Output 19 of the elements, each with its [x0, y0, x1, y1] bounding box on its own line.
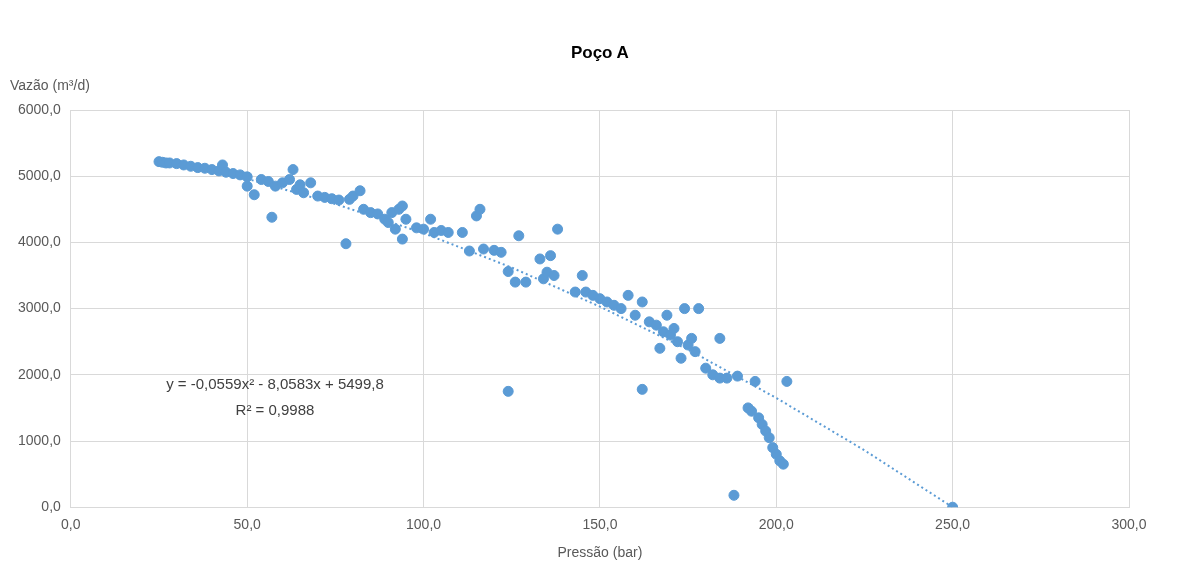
x-tick-label: 100,0 [406, 516, 442, 533]
chart-title: Poço A [570, 42, 629, 62]
x-tick-label: 200,0 [758, 516, 794, 533]
x-tick-label: 150,0 [582, 516, 618, 533]
x-axis-title: Pressão (bar) [557, 544, 643, 561]
y-tick-label: 3000,0 [17, 299, 62, 316]
x-tick-label: 300,0 [1111, 516, 1147, 533]
x-tick-label: 50,0 [233, 516, 262, 533]
y-tick-label: 5000,0 [17, 167, 62, 184]
y-tick-label: 4000,0 [17, 233, 62, 250]
annotation: y = -0,0559x² - 8,0583x + 5499,8 [166, 375, 384, 393]
y-tick-label: 1000,0 [17, 431, 62, 448]
y-axis-title: Vazão (m³/d) [10, 76, 90, 93]
y-tick-label: 2000,0 [17, 365, 62, 382]
x-tick-label: 250,0 [935, 516, 971, 533]
x-tick-label: 0,0 [61, 516, 81, 533]
y-tick-label: 0,0 [41, 498, 62, 515]
y-tick-label: 6000,0 [17, 100, 62, 117]
annotation: R² = 0,9988 [235, 401, 315, 419]
